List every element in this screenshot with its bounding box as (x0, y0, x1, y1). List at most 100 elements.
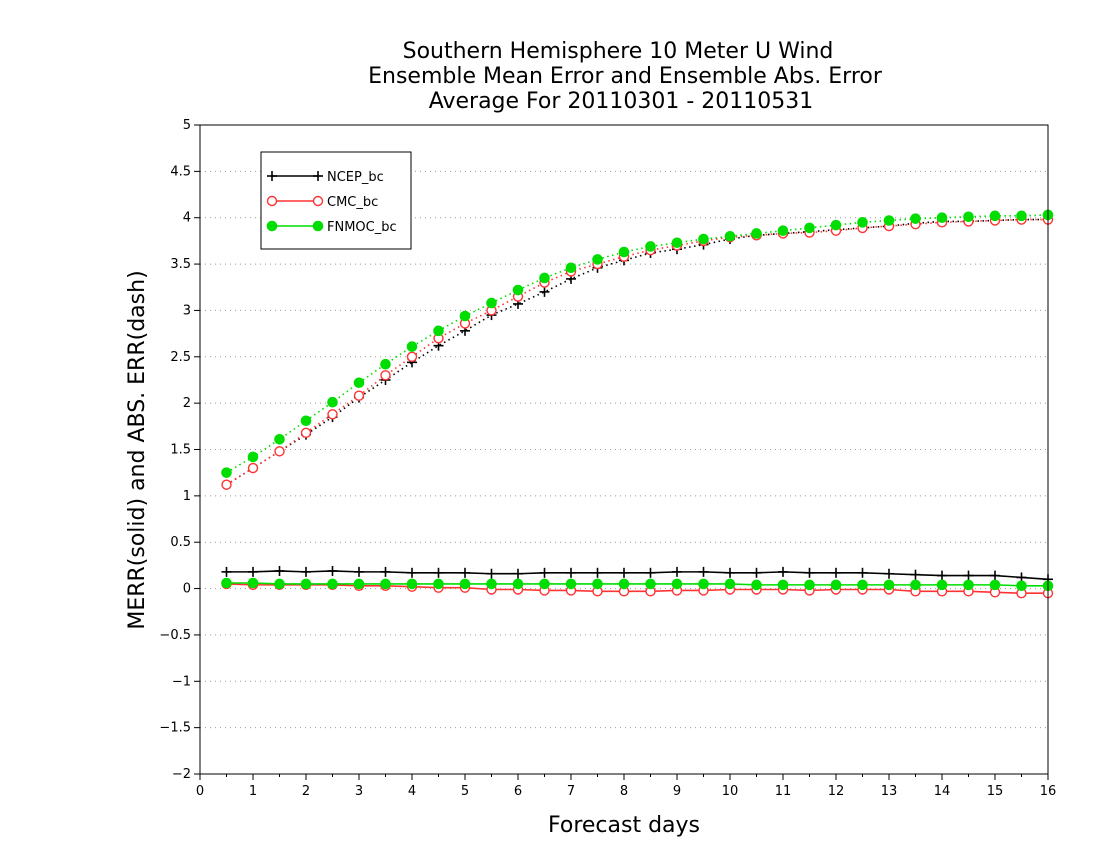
series-cmc-bc (221, 214, 1054, 599)
y-tick-label: 0 (183, 582, 191, 597)
abs-err-point-fnmoc-bc (910, 213, 921, 224)
x-tick-label: 10 (722, 784, 739, 799)
abs-err-point-fnmoc-bc (618, 246, 630, 258)
legend-item-fnmoc-bc: FNMOC_bc (266, 220, 397, 235)
abs-err-line-fnmoc-bc (226, 214, 1049, 474)
x-tick-label: 16 (1040, 784, 1057, 799)
y-tick-label: 4.5 (170, 164, 191, 179)
merr-point-ncep-bc (274, 565, 285, 576)
abs-err-point-cmc-bc (300, 427, 312, 439)
abs-err-point-fnmoc-bc (274, 434, 285, 445)
legend-marker (312, 195, 324, 207)
merr-point-fnmoc-bc (698, 578, 709, 590)
merr-point-ncep-bc (460, 567, 470, 578)
abs-err-point-fnmoc-bc (963, 211, 974, 223)
merr-point-ncep-bc (884, 568, 894, 579)
merr-point-ncep-bc (221, 566, 232, 577)
abs-err-point-fnmoc-bc (1016, 210, 1027, 222)
legend-marker (267, 171, 277, 181)
legend-marker (313, 171, 323, 181)
merr-point-fnmoc-bc (883, 579, 895, 591)
merr-line-ncep-bc (226, 570, 1049, 581)
abs-err-point-fnmoc-bc (486, 297, 497, 309)
x-tick-label: 15 (987, 784, 1004, 799)
merr-point-fnmoc-bc (380, 578, 391, 590)
merr-point-ncep-bc (486, 568, 497, 579)
merr-point-fnmoc-bc (645, 578, 656, 590)
abs-err-point-fnmoc-bc (327, 396, 338, 408)
abs-err-point-fnmoc-bc (406, 341, 418, 352)
merr-point-ncep-bc (831, 567, 841, 578)
merr-point-ncep-bc (592, 567, 603, 578)
abs-err-point-fnmoc-bc (830, 219, 842, 231)
y-tick-label: 1 (183, 489, 191, 504)
merr-point-fnmoc-bc (592, 578, 603, 590)
merr-point-ncep-bc (990, 570, 1000, 581)
merr-point-ncep-bc (248, 566, 258, 577)
abs-err-point-fnmoc-bc (724, 230, 736, 242)
legend-marker (266, 195, 278, 207)
merr-point-ncep-bc (751, 567, 762, 578)
y-axis-label: MERR(solid) and ABS. ERR(dash) (125, 270, 150, 629)
merr-point-fnmoc-bc (565, 578, 577, 590)
x-tick-label: 8 (620, 784, 628, 799)
merr-point-fnmoc-bc (777, 579, 789, 591)
x-tick-label: 6 (514, 784, 522, 799)
x-tick-label: 5 (461, 784, 469, 799)
y-tick-label: 2.5 (170, 350, 191, 365)
x-tick-label: 0 (196, 784, 204, 799)
y-tick-label: −2 (172, 767, 191, 782)
merr-point-fnmoc-bc (274, 578, 285, 590)
merr-point-fnmoc-bc (989, 579, 1001, 591)
merr-point-fnmoc-bc (1016, 580, 1027, 592)
merr-point-fnmoc-bc (247, 577, 259, 589)
merr-point-fnmoc-bc (327, 578, 338, 590)
abs-err-point-cmc-bc (406, 351, 418, 362)
merr-point-fnmoc-bc (433, 578, 444, 590)
abs-err-point-fnmoc-bc (751, 228, 762, 239)
x-tick-label: 4 (408, 784, 416, 799)
abs-err-point-fnmoc-bc (459, 310, 471, 322)
abs-err-point-fnmoc-bc (433, 325, 444, 337)
abs-err-point-fnmoc-bc (247, 451, 259, 463)
merr-point-fnmoc-bc (512, 578, 524, 590)
merr-point-ncep-bc (910, 569, 921, 580)
legend-marker (266, 220, 278, 232)
abs-err-point-fnmoc-bc (300, 415, 312, 427)
merr-point-fnmoc-bc (671, 578, 683, 590)
series-layer (221, 209, 1054, 599)
y-tick-label: −0.5 (159, 628, 191, 643)
abs-err-point-fnmoc-bc (592, 254, 603, 265)
merr-point-ncep-bc (407, 567, 417, 578)
merr-point-ncep-bc (778, 566, 788, 577)
merr-point-fnmoc-bc (724, 578, 736, 590)
x-tick-label: 2 (302, 784, 310, 799)
merr-point-fnmoc-bc (300, 578, 312, 590)
merr-point-ncep-bc (937, 570, 947, 581)
merr-point-fnmoc-bc (857, 579, 868, 591)
abs-err-point-fnmoc-bc (936, 212, 948, 224)
tick-layer: −2−1.5−1−0.500.511.522.533.544.550 1 2 3 4 5 6… (159, 118, 1056, 799)
abs-err-point-fnmoc-bc (512, 284, 524, 296)
y-tick-label: 1.5 (170, 443, 191, 458)
merr-point-fnmoc-bc (618, 578, 630, 590)
merr-point-fnmoc-bc (221, 577, 232, 589)
x-tick-label: 14 (934, 784, 951, 799)
merr-point-fnmoc-bc (751, 579, 762, 591)
abs-err-point-cmc-bc (247, 462, 259, 474)
abs-err-point-fnmoc-bc (804, 222, 815, 234)
abs-err-point-cmc-bc (274, 446, 285, 457)
series-ncep-bc (221, 214, 1053, 585)
merr-point-fnmoc-bc (406, 578, 418, 590)
abs-err-point-fnmoc-bc (883, 215, 895, 226)
y-tick-label: −1 (172, 674, 191, 689)
abs-err-line-cmc-bc (226, 218, 1048, 486)
merr-point-ncep-bc (963, 570, 974, 581)
merr-point-fnmoc-bc (486, 578, 497, 590)
abs-err-point-fnmoc-bc (539, 272, 550, 284)
abs-err-point-fnmoc-bc (698, 233, 709, 245)
merr-point-ncep-bc (566, 567, 576, 578)
merr-point-ncep-bc (672, 566, 682, 577)
x-tick-label: 11 (775, 784, 792, 799)
